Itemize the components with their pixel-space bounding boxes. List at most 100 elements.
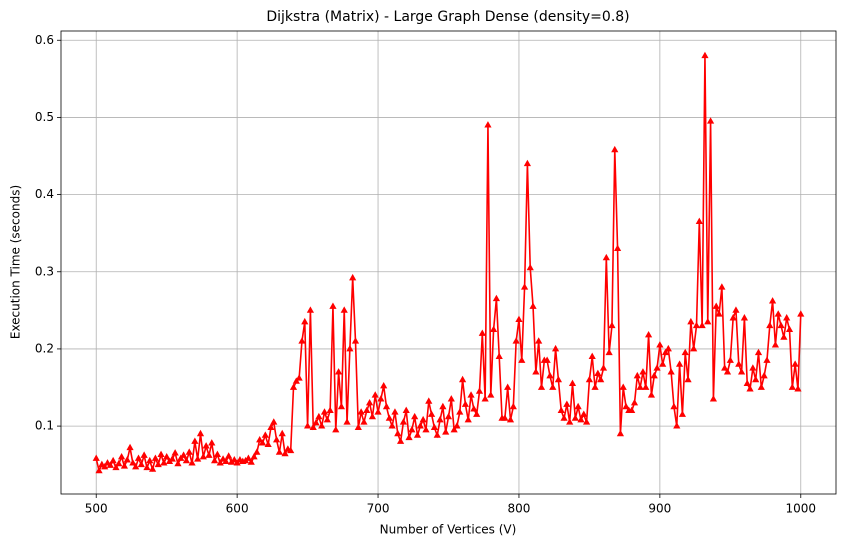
point-marker: [715, 310, 723, 317]
point-marker: [253, 448, 261, 455]
point-marker: [501, 414, 509, 421]
plot-frame: [60, 30, 837, 495]
point-marker: [391, 408, 399, 415]
point-marker: [225, 452, 233, 459]
point-marker: [92, 454, 100, 461]
point-marker: [329, 302, 337, 309]
point-marker: [191, 437, 199, 444]
point-marker: [402, 406, 410, 414]
point-marker: [661, 348, 670, 356]
point-marker: [323, 415, 331, 423]
point-marker: [332, 425, 340, 433]
point-marker: [146, 456, 154, 464]
point-marker: [250, 452, 258, 460]
point-marker: [656, 341, 664, 348]
point-marker: [585, 375, 594, 383]
point-marker: [464, 415, 472, 423]
point-marker: [687, 317, 695, 325]
x-tick-label: 600: [226, 502, 249, 516]
point-marker: [690, 344, 698, 352]
y-axis-label: Execution Time (seconds): [9, 185, 23, 339]
point-marker: [357, 408, 365, 415]
point-marker: [444, 412, 453, 420]
point-marker: [385, 414, 393, 421]
point-marker: [659, 360, 667, 367]
point-marker: [148, 465, 157, 472]
series-line: [95, 55, 802, 474]
point-marker: [340, 306, 348, 313]
point-marker: [749, 364, 757, 371]
point-marker: [396, 437, 405, 444]
point-marker: [343, 418, 351, 425]
point-marker: [554, 375, 563, 383]
point-marker: [380, 381, 388, 389]
point-marker: [599, 364, 608, 371]
point-marker: [537, 383, 546, 390]
point-marker: [473, 410, 481, 417]
point-marker: [216, 459, 224, 466]
point-marker: [712, 302, 720, 309]
point-marker: [636, 383, 644, 390]
point-marker: [188, 459, 196, 466]
point-marker: [582, 418, 591, 425]
point-marker: [123, 456, 131, 463]
point-marker: [368, 412, 377, 420]
point-marker: [196, 429, 205, 437]
point-marker: [430, 423, 439, 431]
point-marker: [194, 455, 202, 462]
point-marker: [208, 439, 216, 446]
point-marker: [134, 454, 143, 461]
point-marker: [337, 402, 346, 410]
point-marker: [450, 425, 458, 433]
point-marker: [785, 325, 794, 333]
point-marker: [760, 371, 768, 379]
point-marker: [504, 383, 512, 390]
point-marker: [709, 395, 718, 402]
point-marker: [349, 273, 357, 281]
point-marker: [281, 449, 289, 457]
point-marker: [766, 321, 774, 329]
point-marker: [360, 418, 368, 425]
point-marker: [101, 462, 109, 470]
point-marker: [258, 439, 267, 446]
point-marker: [247, 458, 255, 465]
point-marker: [628, 406, 636, 414]
point-marker: [439, 402, 447, 410]
chart-title: Dijkstra (Matrix) - Large Graph Dense (d…: [266, 9, 629, 25]
point-marker: [608, 321, 616, 329]
point-marker: [571, 414, 579, 421]
point-marker: [754, 348, 763, 356]
point-marker: [698, 321, 706, 329]
point-marker: [312, 419, 320, 426]
point-marker: [678, 410, 687, 417]
point-marker: [701, 51, 709, 59]
point-marker: [551, 344, 560, 352]
point-marker: [723, 368, 732, 375]
point-marker: [318, 422, 326, 429]
point-marker: [199, 452, 207, 460]
point-marker: [461, 400, 470, 407]
point-marker: [354, 423, 362, 431]
point-marker: [171, 449, 179, 456]
point-marker: [718, 283, 726, 290]
point-marker: [752, 375, 760, 383]
x-axis-label: Number of Vertices (V): [380, 523, 517, 537]
point-marker: [763, 356, 771, 363]
point-marker: [301, 317, 309, 325]
point-marker: [264, 440, 272, 448]
point-marker: [427, 410, 436, 417]
point-marker: [484, 121, 492, 128]
point-marker: [611, 145, 619, 153]
point-marker: [684, 375, 692, 383]
point-marker: [560, 414, 568, 421]
point-marker: [411, 412, 419, 420]
point-marker: [487, 391, 495, 398]
y-tick-label: 0.6: [35, 33, 54, 47]
point-marker: [112, 463, 120, 471]
point-marker: [179, 451, 188, 458]
point-marker: [109, 456, 117, 464]
point-marker: [413, 431, 422, 438]
point-marker: [532, 368, 540, 375]
point-marker: [777, 321, 785, 329]
y-tick-label: 0.1: [35, 419, 54, 433]
